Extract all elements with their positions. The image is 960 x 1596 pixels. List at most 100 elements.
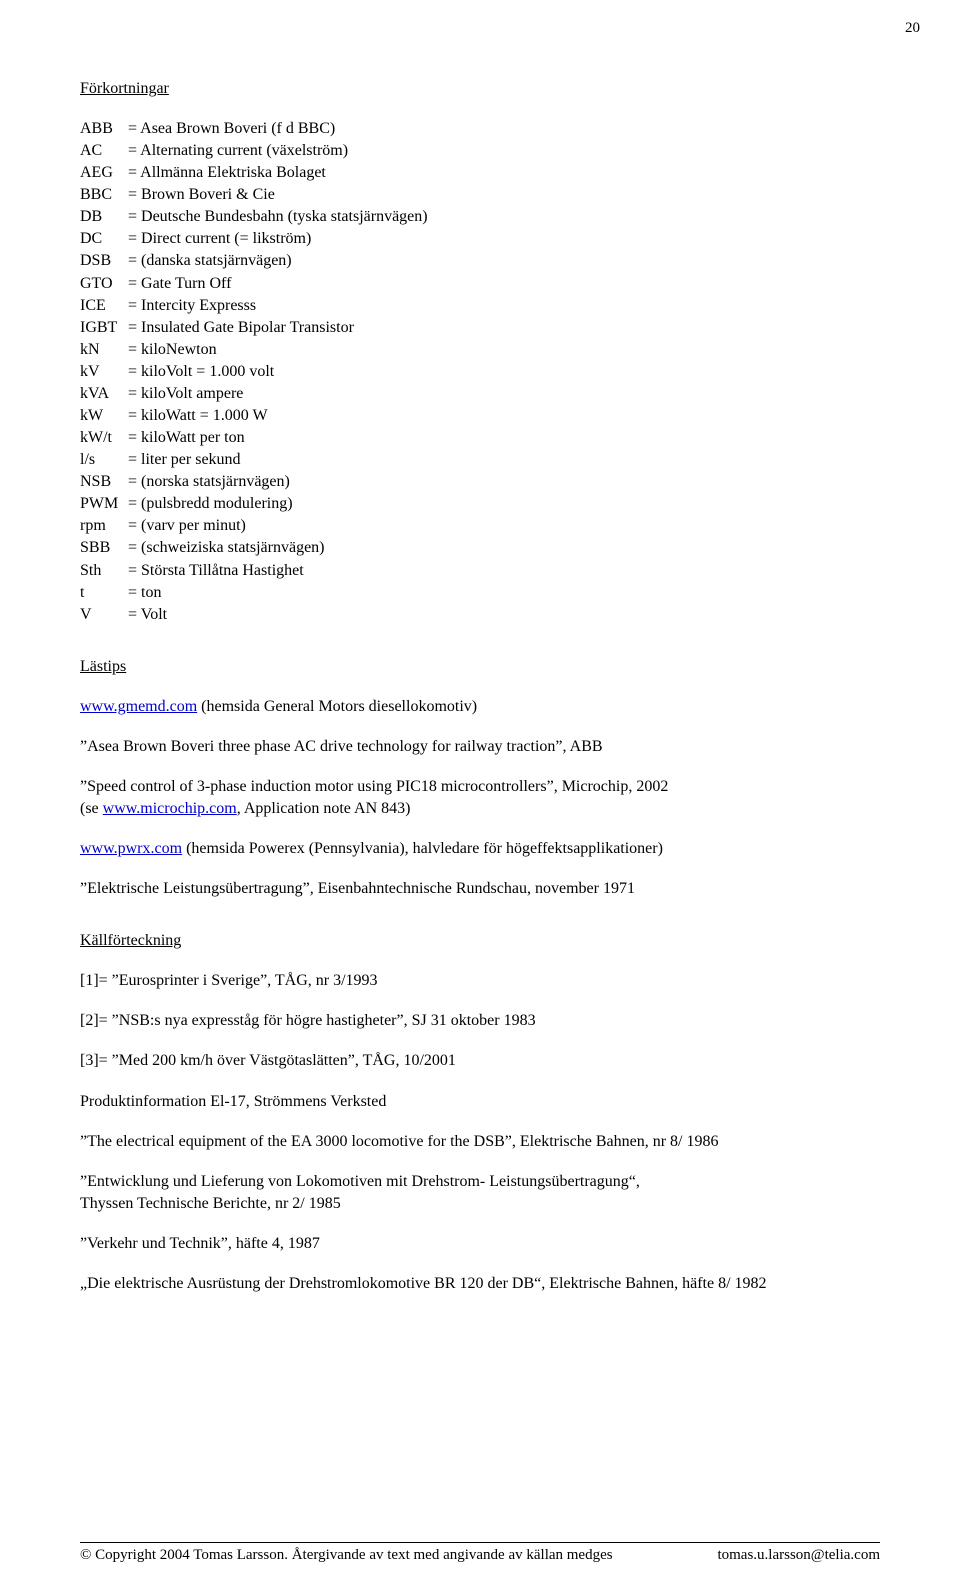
- lastips-item: www.gmemd.com (hemsida General Motors di…: [80, 696, 880, 718]
- ref-item: [2]= ”NSB:s nya expresståg för högre has…: [80, 1010, 880, 1032]
- abbreviation-row: AC= Alternating current (växelström): [80, 140, 880, 162]
- abbreviation-value: = Intercity Expresss: [128, 295, 880, 317]
- heading-kallforteckning: Källförteckning: [80, 932, 880, 950]
- ref-item: Produktinformation El-17, Strömmens Verk…: [80, 1091, 880, 1113]
- abbreviation-key: V: [80, 604, 128, 626]
- text: Speed control of 3-phase induction motor…: [87, 778, 668, 795]
- text: Elektrische Leistungsübertragung”, Eisen…: [87, 880, 635, 897]
- abbreviation-list: ABB= Asea Brown Boveri (f d BBC)AC= Alte…: [80, 118, 880, 626]
- abbreviation-row: DSB= (danska statsjärnvägen): [80, 250, 880, 272]
- abbreviation-value: = Gate Turn Off: [128, 273, 880, 295]
- text: Thyssen Technische Berichte, nr 2/ 1985: [80, 1195, 341, 1212]
- abbreviation-key: IGBT: [80, 317, 128, 339]
- abbreviation-value: = ton: [128, 582, 880, 604]
- footer-email: tomas.u.larsson@telia.com: [717, 1547, 880, 1564]
- abbreviation-key: rpm: [80, 515, 128, 537]
- text: (se: [80, 800, 103, 817]
- abbreviation-value: = (schweiziska statsjärnvägen): [128, 537, 880, 559]
- footer-copyright: © Copyright 2004 Tomas Larsson. Återgiva…: [80, 1547, 613, 1564]
- abbreviation-value: = kiloWatt = 1.000 W: [128, 405, 880, 427]
- abbreviation-key: Sth: [80, 560, 128, 582]
- abbreviation-key: kV: [80, 361, 128, 383]
- abbreviation-value: = Brown Boveri & Cie: [128, 184, 880, 206]
- abbreviation-key: SBB: [80, 537, 128, 559]
- abbreviation-key: kW: [80, 405, 128, 427]
- abbreviation-value: = kiloWatt per ton: [128, 427, 880, 449]
- page: 20 Förkortningar ABB= Asea Brown Boveri …: [0, 0, 960, 1596]
- abbreviation-row: PWM= (pulsbredd modulering): [80, 493, 880, 515]
- abbreviation-value: = Deutsche Bundesbahn (tyska statsjärnvä…: [128, 206, 880, 228]
- abbreviation-row: DB= Deutsche Bundesbahn (tyska statsjärn…: [80, 206, 880, 228]
- abbreviation-key: ABB: [80, 118, 128, 140]
- abbreviation-key: GTO: [80, 273, 128, 295]
- abbreviation-value: = Direct current (= likström): [128, 228, 880, 250]
- abbreviation-row: DC= Direct current (= likström): [80, 228, 880, 250]
- lastips-item: ”Speed control of 3-phase induction moto…: [80, 776, 880, 820]
- lastips-item: ”Elektrische Leistungsübertragung”, Eise…: [80, 878, 880, 900]
- abbreviation-row: GTO= Gate Turn Off: [80, 273, 880, 295]
- abbreviation-row: IGBT= Insulated Gate Bipolar Transistor: [80, 317, 880, 339]
- abbreviation-key: NSB: [80, 471, 128, 493]
- abbreviation-value: = kiloVolt ampere: [128, 383, 880, 405]
- abbreviation-key: AEG: [80, 162, 128, 184]
- link-pwrx[interactable]: www.pwrx.com: [80, 840, 182, 857]
- abbreviation-value: = (danska statsjärnvägen): [128, 250, 880, 272]
- abbreviation-row: V= Volt: [80, 604, 880, 626]
- text: , Application note AN 843): [237, 800, 411, 817]
- abbreviation-row: NSB= (norska statsjärnvägen): [80, 471, 880, 493]
- abbreviation-row: AEG= Allmänna Elektriska Bolaget: [80, 162, 880, 184]
- abbreviation-row: kN= kiloNewton: [80, 339, 880, 361]
- text: (hemsida General Motors diesellokomotiv): [197, 698, 477, 715]
- abbreviation-row: kW/t= kiloWatt per ton: [80, 427, 880, 449]
- abbreviation-value: = Alternating current (växelström): [128, 140, 880, 162]
- footer: © Copyright 2004 Tomas Larsson. Återgiva…: [80, 1542, 880, 1564]
- abbreviation-row: l/s= liter per sekund: [80, 449, 880, 471]
- ref-item: ”The electrical equipment of the EA 3000…: [80, 1131, 880, 1153]
- heading-forkortningar: Förkortningar: [80, 80, 880, 98]
- lastips-item: ”Asea Brown Boveri three phase AC drive …: [80, 736, 880, 758]
- abbreviation-key: DC: [80, 228, 128, 250]
- ref-item: [3]= ”Med 200 km/h över Västgötaslätten”…: [80, 1050, 880, 1072]
- abbreviation-value: = liter per sekund: [128, 449, 880, 471]
- ref-item: „Die elektrische Ausrüstung der Drehstro…: [80, 1273, 880, 1295]
- abbreviation-row: Sth= Största Tillåtna Hastighet: [80, 560, 880, 582]
- abbreviation-row: t= ton: [80, 582, 880, 604]
- lastips-item: www.pwrx.com (hemsida Powerex (Pennsylva…: [80, 838, 880, 860]
- text: (hemsida Powerex (Pennsylvania), halvled…: [182, 840, 663, 857]
- abbreviation-key: kN: [80, 339, 128, 361]
- abbreviation-key: t: [80, 582, 128, 604]
- abbreviation-row: kV= kiloVolt = 1.000 volt: [80, 361, 880, 383]
- abbreviation-value: = Insulated Gate Bipolar Transistor: [128, 317, 880, 339]
- abbreviation-key: DB: [80, 206, 128, 228]
- abbreviation-value: = kiloVolt = 1.000 volt: [128, 361, 880, 383]
- ref-item: [1]= ”Eurosprinter i Sverige”, TÅG, nr 3…: [80, 970, 880, 992]
- abbreviation-value: = (norska statsjärnvägen): [128, 471, 880, 493]
- abbreviation-key: l/s: [80, 449, 128, 471]
- abbreviation-value: = Största Tillåtna Hastighet: [128, 560, 880, 582]
- abbreviation-key: kVA: [80, 383, 128, 405]
- abbreviation-row: kVA= kiloVolt ampere: [80, 383, 880, 405]
- abbreviation-row: kW= kiloWatt = 1.000 W: [80, 405, 880, 427]
- abbreviation-value: = (pulsbredd modulering): [128, 493, 880, 515]
- abbreviation-key: ICE: [80, 295, 128, 317]
- heading-lastips: Lästips: [80, 658, 880, 676]
- abbreviation-value: = Asea Brown Boveri (f d BBC): [128, 118, 880, 140]
- abbreviation-value: = (varv per minut): [128, 515, 880, 537]
- link-microchip[interactable]: www.microchip.com: [103, 800, 237, 817]
- abbreviation-row: BBC= Brown Boveri & Cie: [80, 184, 880, 206]
- abbreviation-value: = Volt: [128, 604, 880, 626]
- link-gmemd[interactable]: www.gmemd.com: [80, 698, 197, 715]
- abbreviation-row: rpm= (varv per minut): [80, 515, 880, 537]
- page-number: 20: [905, 20, 920, 37]
- abbreviation-key: PWM: [80, 493, 128, 515]
- abbreviation-value: = kiloNewton: [128, 339, 880, 361]
- abbreviation-row: ICE= Intercity Expresss: [80, 295, 880, 317]
- text: Asea Brown Boveri three phase AC drive t…: [87, 738, 602, 755]
- abbreviation-value: = Allmänna Elektriska Bolaget: [128, 162, 880, 184]
- ref-item: ”Verkehr und Technik”, häfte 4, 1987: [80, 1233, 880, 1255]
- abbreviation-key: AC: [80, 140, 128, 162]
- abbreviation-row: SBB= (schweiziska statsjärnvägen): [80, 537, 880, 559]
- abbreviation-key: kW/t: [80, 427, 128, 449]
- abbreviation-row: ABB= Asea Brown Boveri (f d BBC): [80, 118, 880, 140]
- ref-item: ”Entwicklung und Lieferung von Lokomotiv…: [80, 1171, 880, 1215]
